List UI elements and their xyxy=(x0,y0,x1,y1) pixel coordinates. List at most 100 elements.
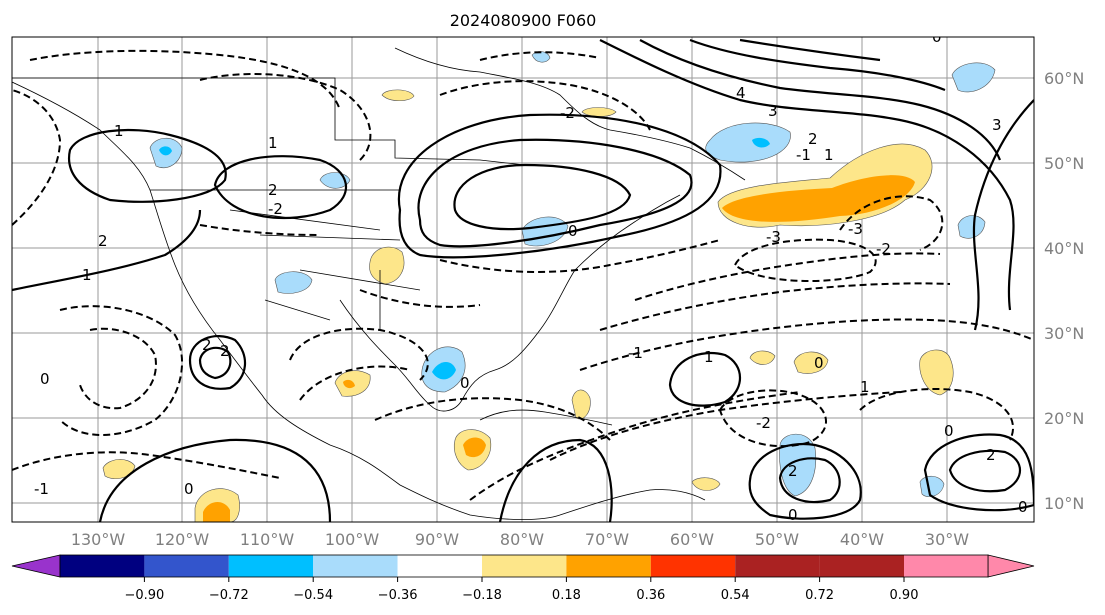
lon-label: 120°W xyxy=(155,530,210,549)
positive-anomaly-light xyxy=(381,89,415,102)
colorbar-segment xyxy=(735,555,820,577)
lon-label: 130°W xyxy=(71,530,126,549)
shaded-regions xyxy=(102,51,996,522)
negative-anomaly-light xyxy=(951,62,996,93)
contour-negative xyxy=(199,224,321,236)
contour-label: 0 xyxy=(788,506,798,524)
contour-label: 1 xyxy=(268,134,278,152)
positive-anomaly-strong xyxy=(722,175,915,222)
contour-label: -3 xyxy=(848,220,863,238)
contour-label: 0 xyxy=(1018,498,1028,516)
negative-anomaly-light xyxy=(779,433,816,497)
colorbar-segment xyxy=(819,555,904,577)
state-borders xyxy=(150,189,421,330)
positive-anomaly-light xyxy=(102,459,136,479)
contour-positive xyxy=(213,155,348,220)
contour-negative xyxy=(79,327,157,410)
contour-positive xyxy=(198,346,232,380)
contour-negative xyxy=(579,318,1034,371)
contour-negative xyxy=(12,89,62,226)
contour-label: -1 xyxy=(628,344,643,362)
positive-anomaly-light xyxy=(919,349,954,396)
lat-label: 10°N xyxy=(1044,494,1084,513)
contour-label: 0 xyxy=(814,354,824,372)
contour-positive xyxy=(639,39,1002,161)
colorbar-ticks xyxy=(143,577,905,582)
hudson-labrador-coast xyxy=(394,47,746,181)
caribbean-islands xyxy=(479,409,613,426)
map-background xyxy=(12,37,1034,522)
contour-positive xyxy=(778,457,841,504)
contour-label: 2 xyxy=(98,232,108,250)
contour-label: 2 xyxy=(788,462,798,480)
lon-label: 30°W xyxy=(925,530,969,549)
lon-label: 40°W xyxy=(840,530,884,549)
contour-negative xyxy=(469,391,801,501)
contour-positive xyxy=(188,335,247,390)
lat-label: 60°N xyxy=(1044,69,1084,88)
canada-us-border xyxy=(12,77,526,166)
lat-label: 20°N xyxy=(1044,409,1084,428)
contour-negative xyxy=(634,252,941,301)
lon-label: 70°W xyxy=(585,530,629,549)
colorbar-tick-label: 0.72 xyxy=(805,588,834,603)
contour-negative xyxy=(374,397,611,441)
contour-negative xyxy=(599,282,951,331)
lon-label: 80°W xyxy=(500,530,544,549)
colorbar-tick-label: 0.54 xyxy=(721,588,750,603)
contour-positive xyxy=(417,138,693,248)
lat-label: 50°N xyxy=(1044,154,1084,173)
colorbar-segment xyxy=(313,555,398,577)
contour-label: 0 xyxy=(932,28,942,46)
lon-label: 110°W xyxy=(240,530,295,549)
contour-positive xyxy=(923,433,1034,512)
contour-label: -2 xyxy=(560,104,575,122)
contour-label: 3 xyxy=(992,116,1002,134)
colorbar-extend-high xyxy=(987,554,1035,578)
south-america-coast xyxy=(559,489,706,516)
lon-label: 100°W xyxy=(325,530,380,549)
contours xyxy=(12,38,1034,522)
contour-positive xyxy=(668,351,741,407)
colorbar-tick-label: −0.18 xyxy=(462,588,502,603)
contour-label: 2 xyxy=(986,446,996,464)
contour-label: 1 xyxy=(704,348,714,366)
colorbar-frame xyxy=(59,554,989,578)
contour-label: 1 xyxy=(82,266,92,284)
contour-label: 0 xyxy=(184,480,194,498)
contour-label: 2 xyxy=(220,342,230,360)
contour-label: -1 xyxy=(34,480,49,498)
lon-label: 50°W xyxy=(755,530,799,549)
contour-positive xyxy=(12,209,202,292)
contour-negative xyxy=(479,51,601,61)
contour-label: -3 xyxy=(766,228,781,246)
contour-positive xyxy=(498,438,613,522)
positive-anomaly-light xyxy=(749,350,776,365)
contour-negative xyxy=(733,238,877,283)
graticule xyxy=(12,37,1034,522)
lon-label: 90°W xyxy=(415,530,459,549)
colorbar-tick-label: −0.72 xyxy=(209,588,249,603)
negative-anomaly-strong xyxy=(752,137,770,148)
colorbar-segment xyxy=(650,555,736,577)
colorbar-segment xyxy=(904,555,988,577)
colorbar-segment xyxy=(228,555,314,577)
contour-positive xyxy=(397,113,722,259)
lat-label: 40°N xyxy=(1044,239,1084,258)
contour-negative xyxy=(859,388,1015,441)
contour-negative xyxy=(439,80,651,131)
latitude-labels: 60°N 50°N 40°N 30°N 20°N 10°N xyxy=(1044,69,1084,513)
contour-label: -2 xyxy=(876,240,891,258)
contour-label: -2 xyxy=(756,414,771,432)
contour-label-layer: 4 3 2 1 0 -2 -3 0 1 2 3 -2 2 1 0 0 -1 1 … xyxy=(34,28,1028,524)
colorbar-tick-labels: −0.90 −0.72 −0.54 −0.36 −0.18 0.18 0.36 … xyxy=(124,588,918,603)
lon-label: 60°W xyxy=(670,530,714,549)
contour-negative xyxy=(439,239,721,273)
contour-positive xyxy=(453,163,632,231)
contour-negative xyxy=(29,49,341,111)
contour-label: 2 xyxy=(808,130,818,148)
contour-label: 1 xyxy=(824,146,834,164)
negative-anomaly-strong xyxy=(159,146,172,156)
colorbar-segment xyxy=(566,555,651,577)
